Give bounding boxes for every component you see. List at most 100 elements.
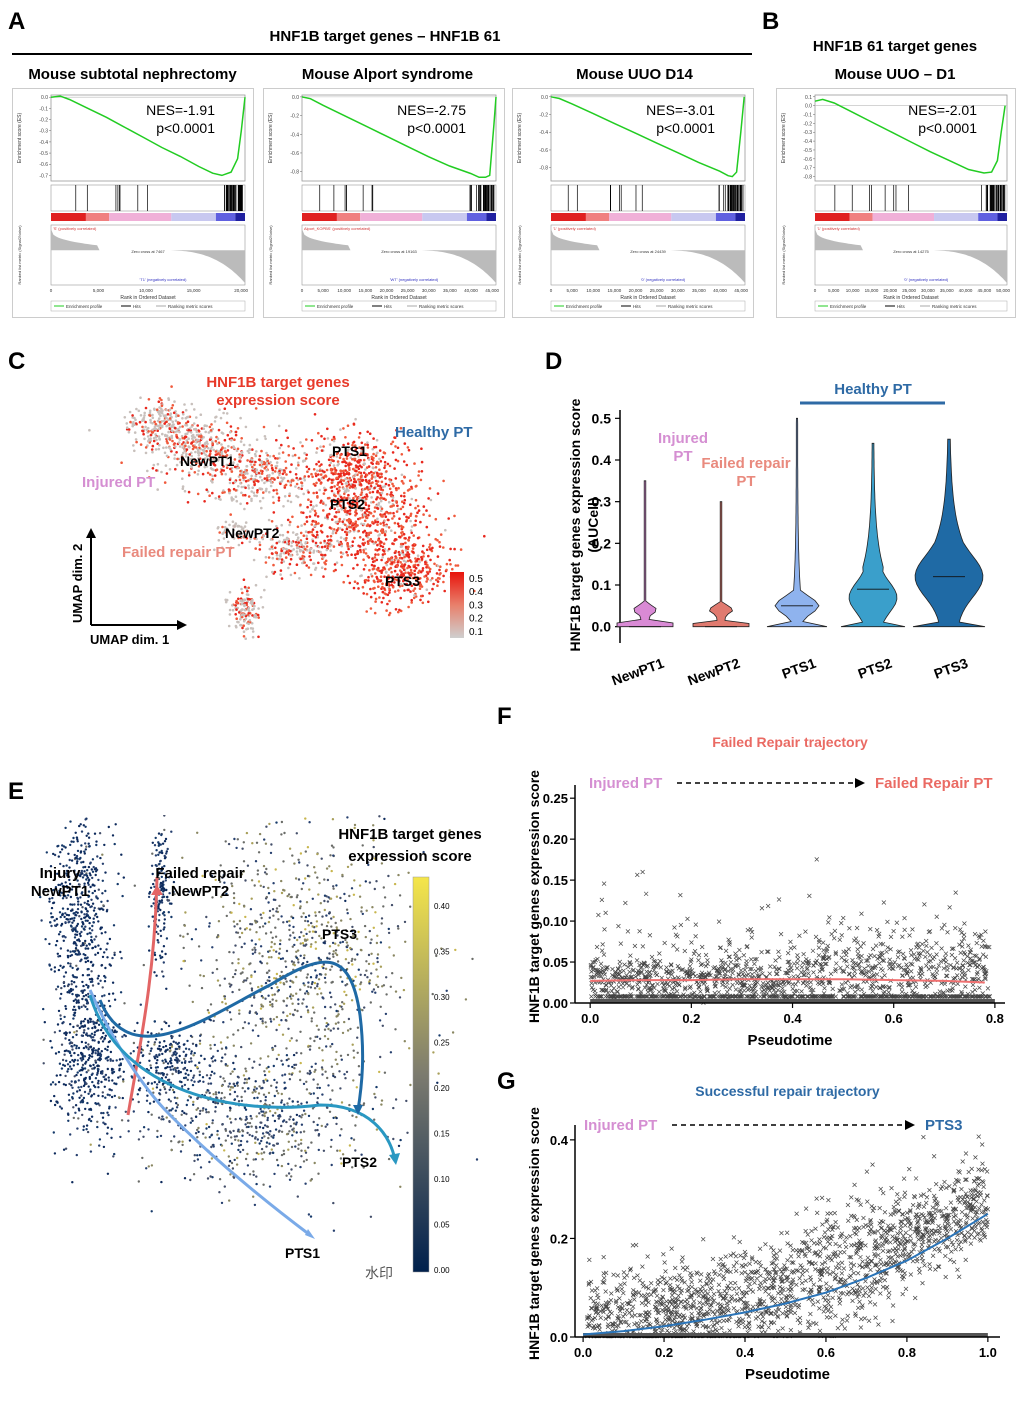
umap-cell-point (262, 460, 266, 464)
violin-xtick-pts1: PTS1 (780, 655, 819, 682)
ranked-metric-area-negative (408, 250, 496, 283)
trajectory-cell-point (154, 958, 158, 961)
trajectory-cell-point (64, 936, 67, 939)
umap-cell-point (371, 557, 374, 560)
umap-cell-point (403, 442, 407, 445)
umap-cell-point (429, 579, 433, 582)
umap-cell-point (358, 464, 362, 467)
trajectory-cell-point (88, 1056, 91, 1060)
trajectory-cell-point (75, 1153, 78, 1157)
trajectory-cell-point (259, 884, 262, 887)
umap-cell-point (326, 479, 330, 482)
umap-cell-point (366, 446, 370, 449)
trajectory-cell-point (332, 955, 335, 958)
ranked-metric-area-negative (657, 250, 745, 283)
trajectory-cell-point (92, 917, 95, 920)
umap-cell-point (238, 460, 241, 463)
trajectory-cell-point (262, 864, 266, 868)
umap-cell-point (210, 445, 214, 449)
umap-cell-point (409, 503, 412, 506)
umap-cell-point (208, 454, 211, 457)
trajectory-cell-point (194, 928, 198, 931)
umap-cell-point (196, 424, 199, 427)
umap-cell-point (414, 498, 418, 502)
trajectory-cell-point (75, 1047, 78, 1050)
trajectory-cell-point (445, 989, 448, 992)
trajectory-cell-point (76, 1024, 79, 1027)
trajectory-cell-point (222, 874, 225, 877)
trajectory-cell-point (306, 920, 310, 923)
trajectory-cell-point (97, 1058, 100, 1061)
umap-cell-point (255, 494, 258, 498)
umap-cell-point (239, 502, 242, 506)
umap-cell-point (318, 488, 322, 492)
umap-cell-point (277, 424, 281, 428)
trajectory-cell-point (254, 1024, 257, 1027)
trajectory-cell-point (330, 995, 333, 999)
umap-cell-point (257, 635, 260, 639)
umap-cell-point (427, 566, 430, 569)
trajectory-cell-point (304, 817, 307, 820)
umap-cell-point (365, 524, 369, 528)
umap-cell-point (361, 447, 364, 451)
trajectory-cell-point (236, 1029, 240, 1032)
trajectory-cell-point (59, 891, 62, 894)
umap-cell-point (420, 470, 424, 473)
trajectory-cell-point (84, 919, 88, 922)
trajectory-cell-point (78, 883, 81, 886)
trajectory-cell-point (81, 906, 84, 909)
umap-cell-point (424, 560, 427, 564)
trajectory-cell-point (337, 1013, 340, 1016)
umap-cell-point (405, 463, 409, 467)
trajectory-cell-point (163, 864, 166, 868)
umap-cell-point (234, 613, 237, 616)
umap-cell-point (268, 547, 272, 551)
trajectory-cell-point (238, 1009, 241, 1012)
umap-cell-point (387, 500, 391, 504)
umap-cell-point (297, 546, 300, 550)
trajectory-cell-point (53, 970, 56, 973)
trajectory-cell-point (304, 992, 307, 995)
trajectory-cell-point (50, 906, 54, 910)
umap-cell-point (374, 479, 378, 483)
rank-xlabel: Rank in Ordered Dataset (371, 295, 427, 301)
umap-cell-point (227, 624, 231, 628)
umap-cell-point (282, 538, 286, 542)
umap-cell-point (233, 438, 236, 441)
umap-cell-point (359, 493, 363, 496)
umap-cell-point (260, 487, 264, 491)
trajectory-cell-point (197, 945, 201, 948)
trajectory-cell-point (88, 1054, 91, 1057)
trajectory-cell-point (98, 832, 102, 835)
rank-color-bar-segment (360, 213, 423, 221)
trajectory-cell-point (157, 932, 160, 936)
trajectory-cell-point (146, 1031, 150, 1034)
trajectory-cell-point (69, 950, 72, 953)
umap-cell-point (181, 477, 184, 480)
trajectory-cell-point (39, 895, 42, 899)
umap-cell-point (260, 478, 264, 482)
umap-cell-point (387, 613, 391, 617)
umap-cell-point (258, 543, 262, 547)
umap-cell-point (393, 531, 397, 535)
trajectory-cell-point (110, 1127, 113, 1131)
umap-cell-point (409, 568, 413, 572)
umap-cell-point (144, 420, 147, 424)
umap-cell-point (370, 496, 373, 499)
trajectory-cell-point (56, 872, 59, 875)
trajectory-cell-point (97, 920, 100, 923)
trajectory-cell-point (191, 1000, 194, 1004)
trajectory-cell-point (79, 959, 82, 963)
trajectory-cell-point (367, 962, 371, 966)
trajectory-cell-point (75, 836, 79, 839)
trajectory-cell-point (270, 843, 273, 846)
trajectory-cell-point (87, 1048, 90, 1051)
umap-cell-point (353, 453, 357, 457)
umap-cell-point (483, 534, 486, 538)
umap-cell-point (253, 463, 256, 467)
umap-cell-point (152, 463, 156, 467)
trajectory-cell-point (232, 1033, 235, 1036)
umap-cell-point (421, 601, 425, 605)
umap-cell-point (281, 533, 285, 537)
umap-cell-point (442, 580, 445, 584)
